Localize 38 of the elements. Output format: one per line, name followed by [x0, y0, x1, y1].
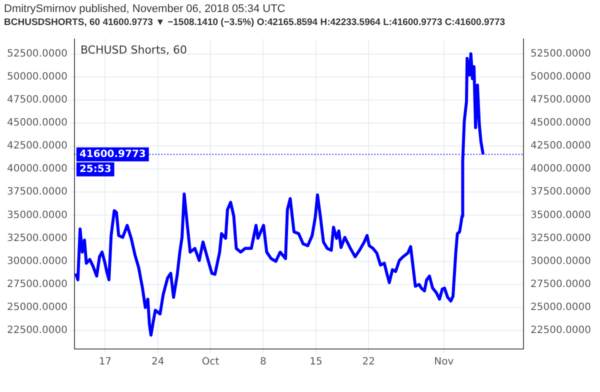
y2-tick-label: 22500.0000: [530, 325, 592, 336]
y2-tick-label: 50000.0000: [530, 71, 592, 82]
y-tick-label: 45000.0000: [6, 118, 68, 129]
x-tick-label: 15: [310, 356, 322, 368]
y-tick-label: 37500.0000: [6, 186, 68, 198]
y-tick-label: 30000.0000: [6, 256, 68, 267]
y2-tick-label: 27500.0000: [530, 279, 592, 290]
y-tick-label: 27500.0000: [6, 279, 68, 290]
x-tick-label: 8: [260, 356, 266, 368]
y2-tick-label: 35000.0000: [530, 210, 592, 221]
y-tick-label: 22500.0000: [6, 325, 68, 336]
y-tick-label: 40000.0000: [6, 164, 68, 175]
y-tick-label: 42500.0000: [6, 140, 68, 152]
y2-tick-label: 37500.0000: [530, 186, 592, 198]
y-tick-label: 52500.0000: [6, 48, 68, 60]
x-tick-label: 24: [152, 356, 164, 368]
y2-tick-label: 52500.0000: [530, 48, 592, 60]
y2-tick-label: 45000.0000: [530, 118, 592, 129]
y-tick-label: 35000.0000: [6, 210, 68, 221]
ref-line-label: 41600.9773: [79, 148, 146, 160]
y2-tick-label: 40000.0000: [530, 164, 592, 175]
x-tick-label: Oct: [202, 356, 220, 368]
x-tick-label: 22: [362, 356, 375, 368]
annotation: 25:53: [79, 164, 112, 175]
chart-title: BCHUSD Shorts, 60: [80, 43, 187, 56]
y-tick-label: 50000.0000: [6, 71, 68, 82]
y-tick-label: 25000.0000: [6, 302, 68, 314]
y2-tick-label: 42500.0000: [530, 140, 592, 152]
y2-tick-label: 25000.0000: [530, 302, 592, 314]
y2-tick-label: 32500.0000: [530, 232, 592, 244]
y-tick-label: 47500.0000: [6, 94, 68, 106]
chart-subtitle: BCHUSDSHORTS, 60 41600.9773 ▼ −1508.1410 (−3.5%) O:42165.8594 H:42233.5964 L:41600.9773 C:41600.9773: [4, 16, 506, 30]
y2-tick-label: 30000.0000: [530, 256, 592, 267]
text: DmitrySmirnov published, November 06, 2018 05:34 UTC: [4, 2, 286, 16]
x-tick-label: Nov: [434, 356, 454, 368]
x-tick-label: 17: [98, 356, 112, 368]
y2-tick-label: 47500.0000: [530, 94, 592, 106]
y-tick-label: 32500.0000: [6, 232, 68, 244]
